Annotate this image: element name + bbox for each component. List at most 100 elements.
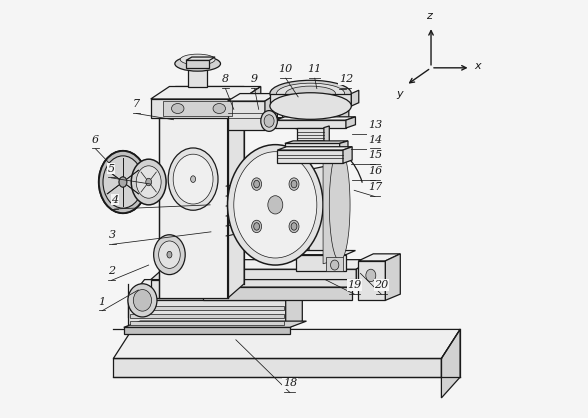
Ellipse shape: [268, 196, 283, 214]
Ellipse shape: [213, 104, 225, 114]
Polygon shape: [228, 265, 244, 298]
Ellipse shape: [119, 177, 126, 187]
Polygon shape: [265, 117, 317, 126]
Polygon shape: [186, 57, 215, 60]
Polygon shape: [275, 120, 346, 128]
Polygon shape: [228, 101, 265, 130]
Polygon shape: [151, 87, 261, 99]
Polygon shape: [228, 87, 244, 298]
Polygon shape: [123, 321, 306, 327]
Text: y: y: [396, 89, 403, 99]
Ellipse shape: [289, 220, 299, 233]
Text: 18: 18: [283, 378, 297, 388]
Ellipse shape: [366, 269, 376, 282]
Ellipse shape: [234, 152, 317, 258]
Polygon shape: [298, 127, 324, 145]
Polygon shape: [130, 306, 283, 310]
Polygon shape: [226, 182, 248, 186]
Ellipse shape: [99, 151, 147, 213]
Polygon shape: [326, 257, 343, 271]
Polygon shape: [356, 260, 372, 288]
Polygon shape: [128, 301, 286, 329]
Ellipse shape: [270, 93, 351, 119]
Polygon shape: [278, 150, 343, 163]
Polygon shape: [226, 212, 248, 216]
Polygon shape: [203, 280, 368, 287]
Ellipse shape: [252, 178, 262, 190]
Ellipse shape: [330, 260, 339, 270]
Text: z: z: [426, 11, 432, 21]
Polygon shape: [128, 280, 302, 301]
Polygon shape: [275, 117, 356, 120]
Text: 17: 17: [368, 182, 382, 192]
Text: 13: 13: [368, 120, 382, 130]
Ellipse shape: [254, 180, 259, 188]
Polygon shape: [358, 261, 385, 301]
Text: 16: 16: [368, 166, 382, 176]
Polygon shape: [242, 87, 261, 117]
Text: 19: 19: [347, 280, 362, 290]
Ellipse shape: [252, 220, 262, 233]
Polygon shape: [163, 101, 232, 115]
Ellipse shape: [173, 154, 213, 204]
Polygon shape: [282, 105, 340, 121]
Polygon shape: [265, 111, 328, 117]
Polygon shape: [296, 250, 356, 255]
Text: 4: 4: [111, 195, 118, 205]
Polygon shape: [130, 321, 283, 325]
Text: 8: 8: [222, 74, 229, 84]
Polygon shape: [286, 280, 302, 329]
Ellipse shape: [103, 156, 143, 208]
Text: 2: 2: [108, 266, 115, 276]
Polygon shape: [270, 94, 351, 106]
Polygon shape: [263, 114, 275, 128]
Ellipse shape: [136, 166, 161, 198]
Polygon shape: [358, 254, 400, 261]
Ellipse shape: [100, 153, 146, 211]
Text: 12: 12: [339, 74, 353, 84]
Ellipse shape: [261, 111, 278, 131]
Ellipse shape: [99, 151, 147, 213]
Polygon shape: [317, 111, 328, 126]
Text: 15: 15: [368, 150, 382, 160]
Polygon shape: [113, 359, 442, 377]
Polygon shape: [226, 222, 248, 226]
Text: 14: 14: [368, 135, 382, 145]
Polygon shape: [442, 329, 460, 398]
Ellipse shape: [276, 83, 345, 104]
Ellipse shape: [128, 284, 157, 317]
Ellipse shape: [133, 290, 152, 311]
Ellipse shape: [103, 156, 143, 208]
Polygon shape: [324, 126, 329, 145]
Polygon shape: [151, 280, 228, 298]
Ellipse shape: [191, 176, 196, 182]
Polygon shape: [199, 260, 372, 269]
Ellipse shape: [282, 112, 340, 130]
Ellipse shape: [119, 177, 127, 187]
Ellipse shape: [270, 80, 351, 107]
Polygon shape: [385, 254, 400, 301]
Polygon shape: [188, 68, 207, 87]
Polygon shape: [346, 117, 356, 128]
Ellipse shape: [289, 178, 299, 190]
Polygon shape: [123, 327, 290, 334]
Polygon shape: [226, 232, 248, 236]
Polygon shape: [265, 94, 278, 130]
Polygon shape: [113, 329, 460, 359]
Polygon shape: [323, 146, 340, 264]
Ellipse shape: [254, 223, 259, 230]
Ellipse shape: [291, 223, 297, 230]
Polygon shape: [203, 287, 352, 301]
Ellipse shape: [291, 180, 297, 188]
Polygon shape: [309, 159, 349, 163]
Polygon shape: [343, 147, 352, 163]
Text: 3: 3: [109, 230, 116, 240]
Polygon shape: [130, 314, 283, 318]
Text: 5: 5: [108, 164, 115, 174]
Polygon shape: [159, 87, 244, 101]
Polygon shape: [340, 141, 348, 151]
Text: 6: 6: [92, 135, 99, 145]
Text: 9: 9: [251, 74, 258, 84]
Ellipse shape: [153, 235, 185, 275]
Polygon shape: [309, 163, 340, 259]
